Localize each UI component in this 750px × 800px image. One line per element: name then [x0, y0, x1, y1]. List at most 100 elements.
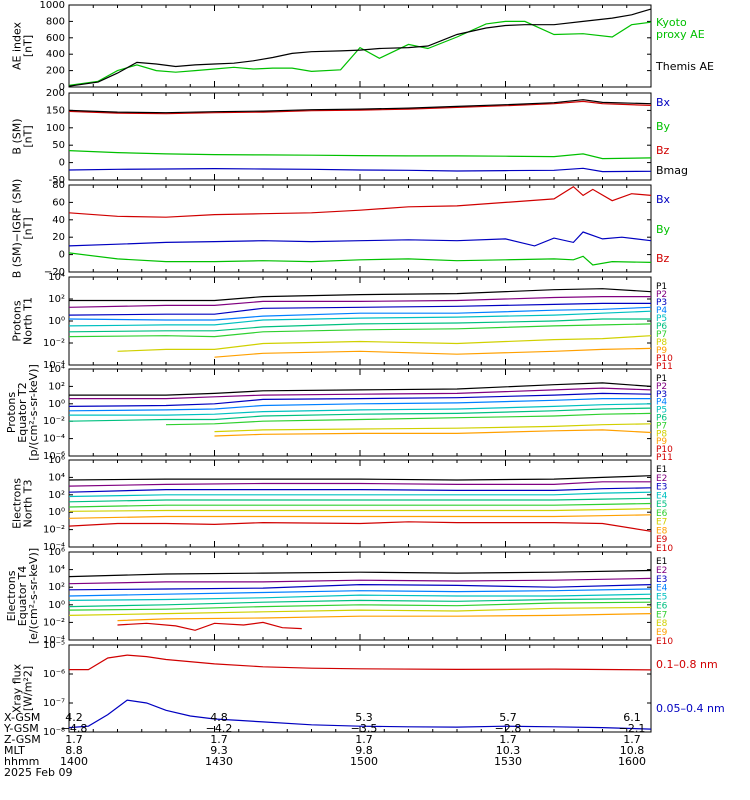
series-line-0-1-0-8-nm: [69, 654, 652, 671]
legend-entry: E4: [656, 584, 668, 594]
y-tick-label: 10⁻⁷: [43, 698, 65, 709]
legend-entry: P2: [656, 290, 667, 300]
footer-value: −2.8: [494, 722, 522, 735]
y-tick-label: 0: [59, 82, 65, 93]
series-line-p9: [214, 347, 652, 358]
footer-value: −4.2: [205, 722, 233, 735]
footer-value: −3.5: [350, 722, 378, 735]
legend-entry: E8: [656, 619, 668, 629]
series-line-e4: [68, 491, 652, 498]
footer-value: 4.8: [210, 711, 228, 724]
y-tick-label: 800: [46, 16, 65, 27]
legend-entry: P6: [656, 322, 667, 332]
footer-value: 1500: [350, 755, 378, 768]
footer-value: 1530: [494, 755, 522, 768]
series-line-p8: [117, 335, 652, 352]
series-line-e9: [68, 521, 652, 532]
y-tick-label: 10²: [48, 582, 65, 593]
legend-entry: P11: [656, 362, 673, 372]
series-line-p3: [68, 302, 651, 316]
legend-entry: P1: [656, 282, 667, 292]
y-tick-label: -50: [49, 175, 65, 186]
y-axis-label: [nT]: [22, 35, 35, 57]
y-tick-label: 10⁻²: [43, 525, 65, 536]
footer-label: MLT: [4, 744, 25, 757]
panel-2: -50 0 50 100 150 200 B (SM)[nT] Bx By Bz Bmag: [11, 88, 689, 186]
footer-value: 4.2: [65, 711, 83, 724]
y-tick-label: 150: [46, 105, 65, 116]
footer-row-ygsm: Y-GSM −4.8 −4.2 −3.5 −2.8 −2.1: [0, 723, 750, 734]
legend-entry: E8: [656, 526, 668, 536]
footer-label: Z-GSM: [4, 733, 41, 746]
legend-entry: E6: [656, 601, 668, 611]
series-line-e8: [68, 606, 652, 616]
y-tick-label: 10²: [48, 490, 65, 501]
footer-value: 1.7: [355, 733, 373, 746]
y-axis-label: Electrons: [5, 570, 18, 621]
legend-entry: By: [656, 223, 671, 236]
series-line-bx: [68, 167, 652, 173]
series-line-e6: [68, 502, 652, 508]
footer-value: 1430: [205, 755, 233, 768]
y-tick-label: 0: [59, 250, 65, 261]
footer-value: 1.7: [499, 733, 517, 746]
legend-entry: E7: [656, 610, 667, 620]
series-line-e4: [68, 588, 652, 597]
series-line-e7: [68, 508, 652, 512]
series-line-e7: [68, 601, 652, 611]
series-line-p1: [69, 288, 652, 302]
series-line-p2: [68, 296, 651, 308]
legend-entry: Bz: [656, 252, 670, 265]
y-axis-label: B (SM): [11, 118, 24, 154]
legend-entry: Bx: [656, 96, 671, 109]
legend-entry: Bmag: [656, 164, 688, 177]
panel-frame: [68, 4, 652, 88]
series-line-e2: [68, 481, 651, 487]
legend-entry: E5: [656, 593, 667, 603]
series-line-e2: [68, 577, 652, 585]
legend-entry: E9: [656, 535, 668, 545]
y-tick-label: 10⁻⁴: [43, 360, 65, 371]
y-tick-label: 0: [59, 158, 65, 169]
series-line-p4: [68, 306, 652, 321]
series-line-e3: [68, 487, 652, 493]
legend-entry: P5: [656, 406, 667, 416]
footer-value: 6.1: [623, 711, 641, 724]
series-line-e10: [117, 621, 302, 631]
legend-entry: P1: [656, 374, 667, 384]
y-tick-label: 10⁻²: [43, 338, 65, 349]
y-tick-label: −20: [44, 267, 65, 278]
y-tick-label: 10⁰: [48, 316, 65, 327]
y-axis-label: [e/(cm²-s-sr-keV)]: [27, 548, 40, 644]
legend-entry: P4: [656, 398, 667, 408]
y-tick-label: 600: [46, 33, 65, 44]
legend-entry: E4: [656, 491, 668, 501]
series-line-p4: [68, 398, 651, 412]
y-axis-label: B (SM)−IGRF (SM): [11, 179, 24, 279]
y-axis-label: Equator T4: [16, 566, 29, 626]
legend-entry: E7: [656, 518, 667, 528]
footer-row-mlt: MLT 8.8 9.3 9.8 10.3 10.8: [0, 745, 750, 756]
series-line-bz: [68, 185, 652, 218]
footer-label: Y-GSM: [4, 722, 39, 735]
series-line-e5: [68, 593, 652, 601]
footer-value: 1600: [618, 755, 646, 768]
y-axis-label: Protons: [5, 392, 18, 433]
legend-entry: P9: [656, 346, 667, 356]
legend-entry: 0.1–0.8 nm: [656, 658, 718, 671]
y-tick-label: 40: [52, 215, 65, 226]
legend-entry: P9: [656, 437, 667, 447]
series-line-p6: [68, 318, 651, 333]
y-axis-label: Xray flux: [11, 663, 24, 713]
y-tick-label: 10⁰: [48, 600, 65, 611]
series-line-e1: [68, 569, 652, 578]
series-line-by: [68, 150, 652, 160]
footer-value: 1.7: [623, 733, 641, 746]
panel-8: 10⁻⁸ 10⁻⁷ 10⁻⁶ 10⁻⁵ Xray flux[W/m²2] 0.1–0.8 …: [11, 640, 725, 738]
series-line-p5: [68, 310, 652, 327]
footer-value: −2.1: [618, 722, 646, 735]
y-tick-label: 10⁻⁶: [43, 669, 65, 680]
